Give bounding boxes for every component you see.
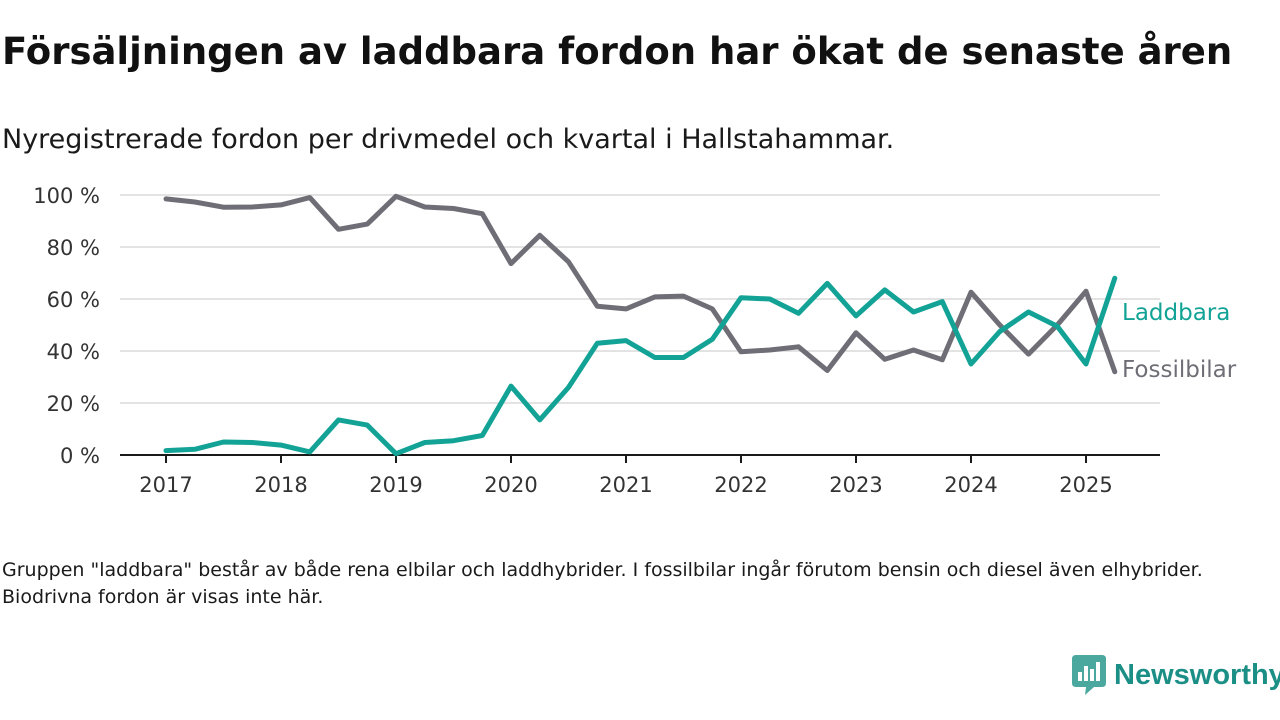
brand-logo[interactable]: Newsworthy <box>1072 652 1280 698</box>
series-label-laddbara: Laddbara <box>1122 300 1230 326</box>
x-tick-label: 2018 <box>254 473 307 497</box>
brand-name: Newsworthy <box>1114 658 1280 691</box>
chart-subtitle: Nyregistrerade fordon per drivmedel och … <box>2 124 895 155</box>
y-tick-label: 100 % <box>33 184 100 208</box>
line-chart: 0 % 20 % 40 % 60 % 80 % 100 % 2017 2018 2019 202… <box>33 184 1237 497</box>
x-tick-label: 2022 <box>714 473 767 497</box>
gridlines <box>120 194 1160 404</box>
x-tick-label: 2019 <box>369 473 422 497</box>
x-tick-label: 2025 <box>1059 473 1112 497</box>
x-tick-label: 2024 <box>944 473 997 497</box>
y-tick-label: 40 % <box>47 340 100 364</box>
y-tick-label: 60 % <box>47 288 100 312</box>
x-tick-label: 2017 <box>139 473 192 497</box>
series-line-laddbara <box>163 275 1118 457</box>
x-tick-label: 2020 <box>484 473 537 497</box>
series-label-fossilbilar: Fossilbilar <box>1122 357 1237 383</box>
series-lines <box>163 193 1118 457</box>
footnote: Gruppen "laddbara" består av både rena e… <box>2 559 1203 608</box>
x-tick-label: 2023 <box>829 473 882 497</box>
chart-title: Försäljningen av laddbara fordon har öka… <box>2 30 1233 73</box>
newsworthy-logo-icon <box>1072 655 1106 695</box>
y-tick-label: 0 % <box>60 444 100 468</box>
y-tick-label: 80 % <box>47 236 100 260</box>
x-axis: 2017 2018 2019 2020 2021 2022 2023 2024 2025 <box>120 454 1160 497</box>
y-tick-label: 20 % <box>47 392 100 416</box>
series-labels: Laddbara Fossilbilar <box>1122 300 1237 383</box>
y-axis-labels: 0 % 20 % 40 % 60 % 80 % 100 % <box>33 184 100 468</box>
x-tick-label: 2021 <box>599 473 652 497</box>
series-line-fossilbilar <box>163 193 1118 375</box>
